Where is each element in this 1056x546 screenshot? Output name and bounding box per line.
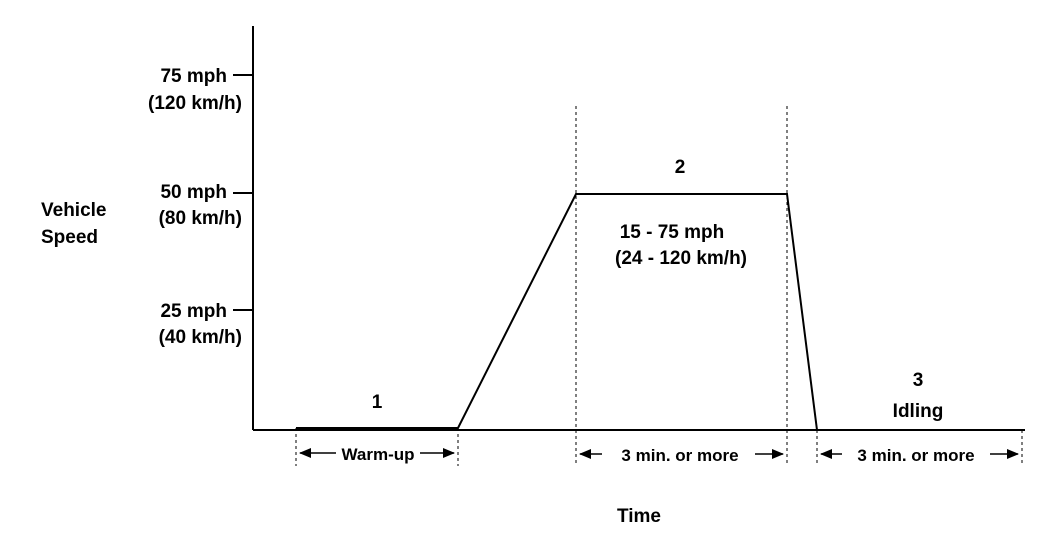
x-axis-label: Time bbox=[617, 506, 661, 527]
tick-label-75-mph: 75 mph bbox=[160, 66, 227, 87]
phase2-span-arrow bbox=[579, 449, 784, 459]
warmup-span-arrow bbox=[299, 448, 455, 458]
y-axis-label-line1: Vehicle bbox=[41, 200, 107, 221]
tick-label-50-kmh: (80 km/h) bbox=[159, 208, 242, 229]
phase3-name: Idling bbox=[893, 401, 944, 422]
phase2-range-kmh: (24 - 120 km/h) bbox=[615, 248, 747, 269]
phase2-span-label: 3 min. or more bbox=[621, 446, 738, 465]
tick-label-75-kmh: (120 km/h) bbox=[148, 93, 242, 114]
phase1-number: 1 bbox=[372, 392, 383, 413]
warmup-label: Warm-up bbox=[341, 445, 414, 464]
phase3-span-label: 3 min. or more bbox=[857, 446, 974, 465]
tick-label-25-mph: 25 mph bbox=[160, 301, 227, 322]
phase3-span-arrow bbox=[820, 449, 1019, 459]
phase2-number: 2 bbox=[675, 157, 686, 178]
tick-label-25-kmh: (40 km/h) bbox=[159, 327, 242, 348]
phase2-range-mph: 15 - 75 mph bbox=[620, 222, 725, 243]
y-axis-label-line2: Speed bbox=[41, 227, 98, 248]
tick-label-50-mph: 50 mph bbox=[160, 182, 227, 203]
speed-profile-line bbox=[296, 193, 1025, 431]
phase3-number: 3 bbox=[913, 370, 924, 391]
